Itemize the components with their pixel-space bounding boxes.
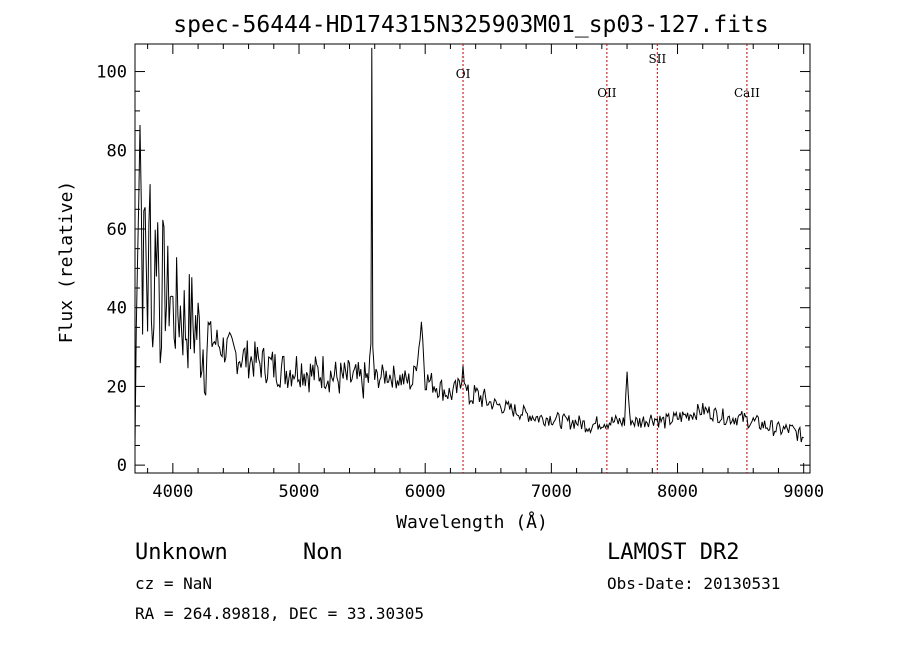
object-class-label: Unknown (135, 540, 228, 565)
x-tick-label: 8000 (657, 482, 698, 502)
y-tick-label: 60 (107, 220, 127, 240)
redshift-label: cz = NaN (135, 574, 212, 593)
coordinates-label: RA = 264.89818, DEC = 33.30305 (135, 604, 424, 623)
obs-date-label: Obs-Date: 20130531 (607, 574, 780, 593)
x-tick-label: 9000 (783, 482, 824, 502)
x-tick-label: 4000 (152, 482, 193, 502)
spectrum-series-line (134, 47, 804, 447)
y-tick-label: 20 (107, 377, 127, 397)
y-tick-label: 100 (96, 63, 127, 83)
emission-line-label: CaII (734, 86, 760, 100)
x-tick-label: 6000 (405, 482, 446, 502)
x-tick-label: 5000 (279, 482, 320, 502)
chart-title: spec-56444-HD174315N325903M01_sp03-127.f… (173, 12, 768, 38)
plot-frame (134, 43, 811, 474)
emission-line-markers: OI OII SII CaII (456, 44, 760, 473)
y-tick-label: 80 (107, 141, 127, 161)
x-axis-label: Wavelength (Å) (396, 511, 548, 533)
emission-line-label: OI (456, 67, 471, 81)
y-tick-label: 40 (107, 299, 127, 319)
axis-ticks: 4000 5000 6000 7000 8000 9000 0 20 40 60 80 100 (96, 44, 824, 502)
emission-line-label: SII (648, 52, 666, 66)
survey-label: LAMOST DR2 (607, 540, 739, 565)
y-tick-label: 0 (117, 456, 127, 476)
x-tick-label: 7000 (531, 482, 572, 502)
emission-line-label: OII (597, 86, 617, 100)
y-axis-label: Flux (relative) (56, 181, 77, 344)
subclass-label: Non (303, 540, 343, 565)
